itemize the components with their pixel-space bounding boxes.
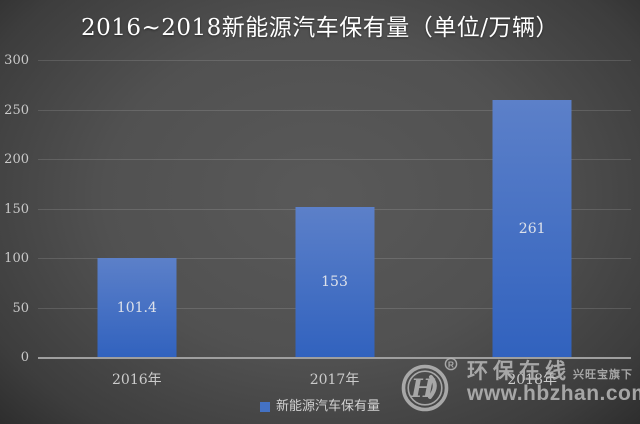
y-axis-tick-label: 200 xyxy=(4,152,29,167)
bar: 153 xyxy=(295,206,374,358)
svg-text:R: R xyxy=(448,360,454,370)
gridline xyxy=(38,159,631,160)
y-axis-tick-label: 300 xyxy=(4,53,29,68)
x-axis-line xyxy=(38,357,631,359)
bars-container: 101.4 2016年 153 2017年 261 2018年 xyxy=(38,61,631,388)
hbzhan-logo-icon: H R xyxy=(401,357,458,412)
x-axis-tick-label: 2018年 xyxy=(507,372,557,388)
bar: 101.4 xyxy=(97,257,177,358)
y-axis-tick-label: 150 xyxy=(4,201,29,217)
category-slot: 101.4 2016年 xyxy=(38,61,236,388)
y-axis-tick-label: 100 xyxy=(4,251,29,266)
watermark-url: www.hbzhan.com xyxy=(467,382,640,405)
x-axis-tick-label: 2017年 xyxy=(309,372,360,388)
x-axis-tick-label: 2016年 xyxy=(112,372,162,388)
plot-area: 101.4 2016年 153 2017年 261 2018年 xyxy=(38,60,631,388)
y-axis-tick-label: 0 xyxy=(20,350,29,365)
bar: 261 xyxy=(492,99,572,358)
y-axis-tick-label: 250 xyxy=(4,102,29,118)
legend-label: 新能源汽车保有量 xyxy=(275,399,380,414)
legend: 新能源汽车保有量 xyxy=(0,400,640,414)
chart-title: 2016~2018新能源汽车保有量（单位/万辆） xyxy=(80,15,560,41)
watermark: H R 环保在线 兴旺宝旗下 www.hbzhan.com xyxy=(398,355,640,413)
y-axis-tick-label: 50 xyxy=(12,300,29,316)
gridline xyxy=(38,109,631,111)
bar-value-label: 101.4 xyxy=(116,299,157,316)
bar-value-label: 261 xyxy=(518,220,546,237)
bar-value-label: 153 xyxy=(321,274,348,291)
category-slot: 153 2017年 xyxy=(236,61,434,388)
category-slot: 261 2018年 xyxy=(433,61,631,388)
watermark-brand: 环保在线 xyxy=(467,360,571,383)
gridline xyxy=(38,60,631,61)
y-axis-labels: 0 50 100 150 200 250 300 xyxy=(0,53,29,365)
watermark-subbrand: 兴旺宝旗下 xyxy=(573,369,633,381)
watermark-text: 环保在线 兴旺宝旗下 www.hbzhan.com xyxy=(467,361,640,404)
legend-swatch xyxy=(259,402,270,412)
